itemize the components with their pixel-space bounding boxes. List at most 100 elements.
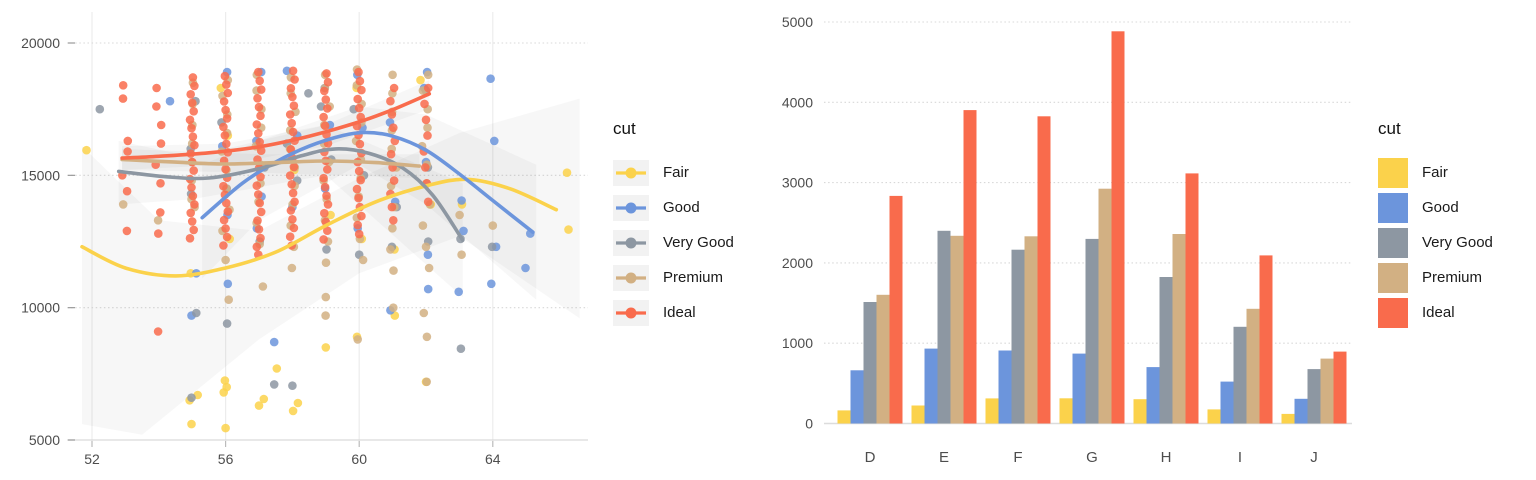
scatter-point bbox=[255, 137, 264, 147]
scatter-point bbox=[487, 279, 496, 289]
x-category-label: G bbox=[1086, 449, 1098, 466]
bar-legend-title: cut bbox=[1378, 119, 1401, 138]
bar-D-Fair bbox=[837, 410, 851, 424]
legend-item-fair: Fair bbox=[1378, 155, 1493, 190]
bar-G-Fair bbox=[1059, 398, 1073, 424]
scatter-point bbox=[357, 211, 366, 221]
bar-legend: cut Fair Good Very Good Premium Ideal bbox=[1378, 116, 1493, 330]
bars-Good bbox=[850, 348, 1308, 424]
scatter-point bbox=[221, 423, 230, 433]
bar-H-Premium bbox=[1172, 234, 1186, 424]
scatter-point bbox=[389, 266, 398, 275]
legend-item-ideal: Ideal bbox=[1378, 295, 1493, 330]
scatter-legend-items: Fair Good Very Good Premium Ideal bbox=[613, 155, 734, 330]
bar-I-Very Good bbox=[1233, 326, 1247, 424]
scatter-point bbox=[421, 115, 431, 125]
scatter-point bbox=[487, 242, 497, 252]
scatter-point bbox=[118, 81, 128, 90]
y-tick-label: 1000 bbox=[782, 335, 813, 351]
scatter-point bbox=[253, 216, 262, 225]
scatter-point bbox=[165, 96, 175, 106]
scatter-point bbox=[421, 163, 430, 172]
y-tick-label: 5000 bbox=[782, 14, 813, 30]
legend-swatch-icon bbox=[1378, 227, 1408, 258]
scatter-point bbox=[286, 206, 296, 215]
scatter-point bbox=[320, 208, 329, 218]
confidence-ribbon-Ideal bbox=[122, 80, 430, 170]
scatter-point bbox=[187, 419, 196, 429]
x-tick-label: 60 bbox=[351, 451, 367, 467]
legend-item-very-good: Very Good bbox=[613, 225, 734, 260]
scatter-point bbox=[189, 225, 198, 235]
bar-I-Fair bbox=[1207, 409, 1221, 424]
bar-F-Ideal bbox=[1037, 116, 1051, 424]
legend-item-premium: Premium bbox=[613, 260, 734, 295]
scatter-point bbox=[354, 229, 364, 239]
scatter-point bbox=[222, 232, 232, 242]
y-tick-label: 4000 bbox=[782, 94, 813, 110]
scatter-point bbox=[422, 332, 432, 342]
scatter-point bbox=[356, 175, 366, 185]
scatter-point bbox=[187, 183, 196, 192]
bar-G-Premium bbox=[1098, 188, 1112, 424]
scatter-point bbox=[285, 110, 295, 119]
scatter-point bbox=[221, 255, 230, 265]
scatter-point bbox=[223, 207, 233, 216]
legend-key-line-point-icon bbox=[613, 194, 649, 221]
y-tick-label: 5000 bbox=[29, 432, 60, 448]
scatter-point bbox=[304, 89, 313, 98]
x-tick-label: 56 bbox=[218, 451, 234, 467]
y-tick-label: 15000 bbox=[21, 167, 60, 183]
scatter-point bbox=[190, 200, 199, 209]
scatter-point bbox=[288, 215, 297, 224]
scatter-point bbox=[320, 182, 330, 192]
scatter-point bbox=[95, 104, 105, 114]
scatter-point bbox=[418, 221, 428, 230]
scatter-point bbox=[289, 223, 299, 233]
smooth-line-Fair bbox=[80, 177, 559, 278]
legend-item-fair: Fair bbox=[613, 155, 734, 190]
y-tick-label: 0 bbox=[805, 416, 813, 432]
x-category-label: H bbox=[1161, 449, 1172, 466]
scatter-point bbox=[488, 221, 498, 230]
scatter-point bbox=[188, 191, 198, 201]
scatter-point bbox=[219, 122, 228, 132]
scatter-point bbox=[419, 308, 429, 318]
scatter-point bbox=[189, 107, 198, 116]
scatter-point bbox=[321, 311, 330, 320]
scatter-point bbox=[386, 96, 395, 106]
legend-item-label: Fair bbox=[1422, 164, 1448, 181]
scatter-point bbox=[156, 139, 166, 148]
scatter-point bbox=[256, 172, 265, 182]
scatter-point bbox=[521, 263, 530, 273]
legend-key-line-point-icon bbox=[613, 229, 649, 256]
bar-G-Good bbox=[1072, 353, 1086, 424]
legend-swatch-icon bbox=[1378, 157, 1408, 188]
scatter-point bbox=[288, 127, 298, 137]
scatter-point bbox=[323, 77, 333, 87]
scatter-point bbox=[285, 171, 295, 180]
scatter-point bbox=[286, 84, 296, 93]
scatter-point bbox=[319, 112, 328, 122]
bar-I-Good bbox=[1220, 381, 1234, 424]
legend-swatch-icon bbox=[1378, 262, 1408, 293]
scatter-point bbox=[423, 83, 433, 93]
bars-Ideal bbox=[889, 31, 1347, 424]
bar-plot: 0 1000 2000 3000 4000 5000 D E F G H I J bbox=[782, 14, 1352, 466]
scatter-point bbox=[223, 88, 233, 98]
scatter-point bbox=[221, 105, 230, 115]
x-tick-label: 52 bbox=[84, 451, 100, 467]
y-tick-label: 10000 bbox=[21, 300, 60, 316]
scatter-point bbox=[320, 86, 329, 96]
scatter-point bbox=[288, 188, 298, 198]
scatter-point bbox=[457, 250, 466, 259]
scatter-point bbox=[220, 376, 230, 385]
scatter-point bbox=[423, 70, 433, 80]
scatter-point bbox=[423, 250, 433, 259]
scatter-point bbox=[254, 401, 264, 410]
scatter-point bbox=[186, 208, 195, 218]
scatter-point bbox=[423, 131, 432, 140]
x-category-label: J bbox=[1310, 449, 1318, 466]
scatter-point bbox=[456, 344, 466, 354]
x-tick-label: 64 bbox=[485, 451, 501, 467]
